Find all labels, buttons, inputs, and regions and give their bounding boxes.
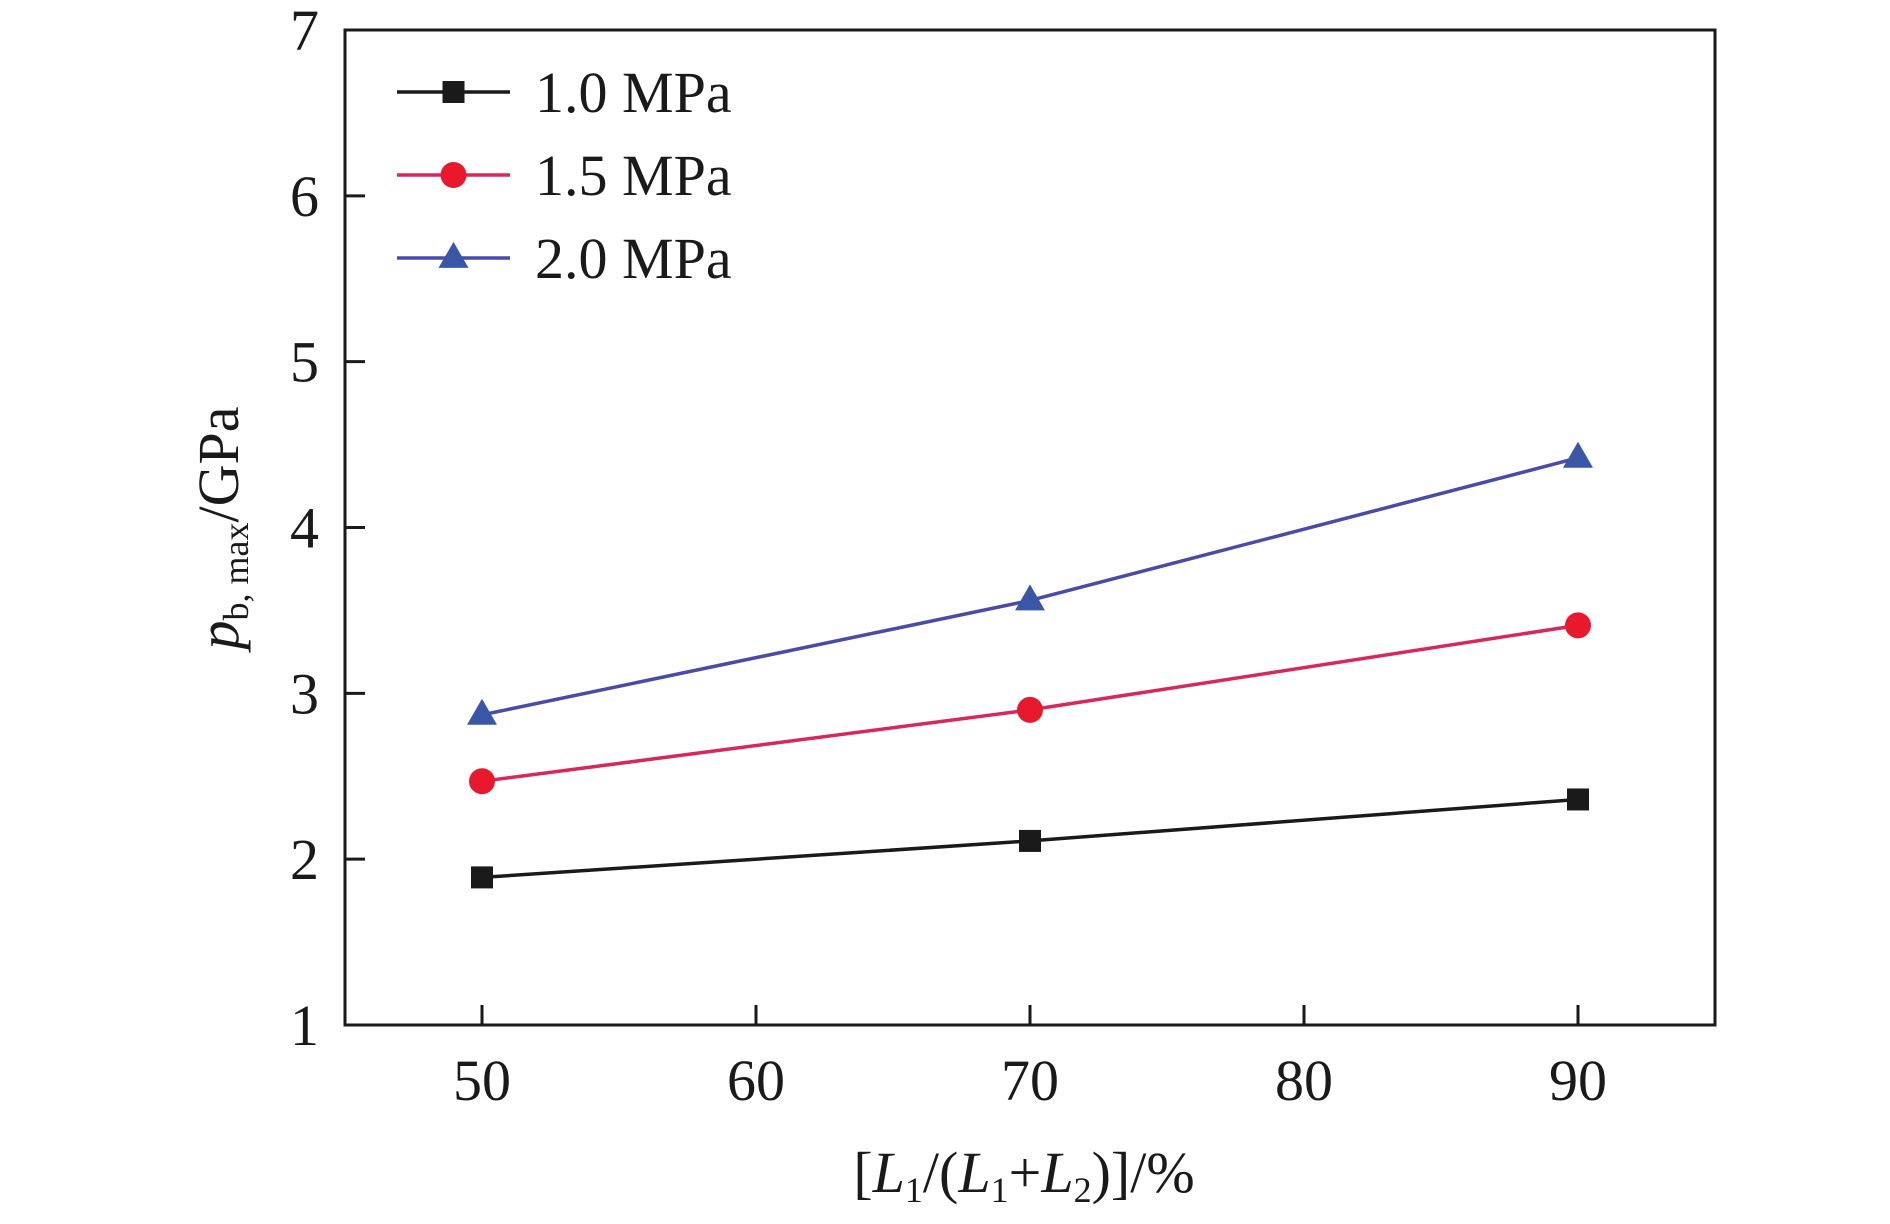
data-point-triangle [467,698,497,725]
x-label-mid-1: /( [923,1140,958,1205]
legend-label: 1.5 MPa [535,143,732,208]
x-label-l-2: L [957,1140,990,1205]
x-label-sub-1: 1 [905,1170,923,1210]
data-point-triangle [1015,584,1045,611]
legend-item: 2.0 MPa [397,226,732,291]
x-tick-label: 60 [727,1048,785,1113]
axis-ticks: 50 60 70 80 90 1 2 3 4 5 6 7 [290,0,1607,1113]
legend-marker-square [442,81,465,103]
y-tick-label: 1 [290,993,319,1058]
legend-item: 1.0 MPa [397,60,732,125]
y-tick-label: 6 [290,164,319,229]
series-2 [469,612,1591,795]
data-point-circle [469,768,495,795]
data-point-triangle [1563,441,1593,468]
legend-label: 2.0 MPa [535,226,732,291]
series-1 [471,788,1589,889]
x-label-sub-2: 1 [991,1170,1009,1210]
plot-layer [467,441,1593,889]
legend: 1.0 MPa 1.5 MPa 2.0 MPa [397,60,732,291]
data-point-square [1567,788,1589,811]
x-label-suffix: )]/% [1092,1140,1195,1205]
y-tick-label: 2 [290,827,319,892]
data-point-square [471,866,493,889]
data-point-circle [1565,612,1591,639]
x-label-l-1: L [872,1140,905,1205]
data-point-square [1019,829,1041,852]
y-tick-label: 4 [290,496,319,561]
y-tick-label: 3 [290,661,319,726]
x-tick-label: 80 [1275,1048,1333,1113]
x-label-l-3: L [1040,1140,1073,1205]
x-tick-label: 70 [1001,1048,1059,1113]
y-label-p: p [186,620,251,653]
y-tick-label: 5 [290,330,319,395]
data-point-circle [1017,696,1043,723]
x-axis-label: [L1/(L1+L2)]/% [853,1140,1194,1210]
y-label-sub: b, max [216,523,256,621]
x-tick-label: 90 [1549,1048,1607,1113]
y-axis-label: pb, max/GPa [186,407,256,654]
legend-marker-triangle [438,241,469,268]
y-label-unit: /GPa [186,407,251,523]
x-label-sub-3: 2 [1074,1170,1092,1210]
x-label-plus: + [1009,1140,1042,1205]
y-tick-label: 7 [290,0,319,63]
legend-label: 1.0 MPa [535,60,732,125]
legend-item: 1.5 MPa [397,143,732,208]
series-3 [467,441,1593,725]
legend-marker-circle [440,162,467,188]
x-tick-label: 50 [453,1048,511,1113]
x-label-prefix: [ [853,1140,872,1205]
